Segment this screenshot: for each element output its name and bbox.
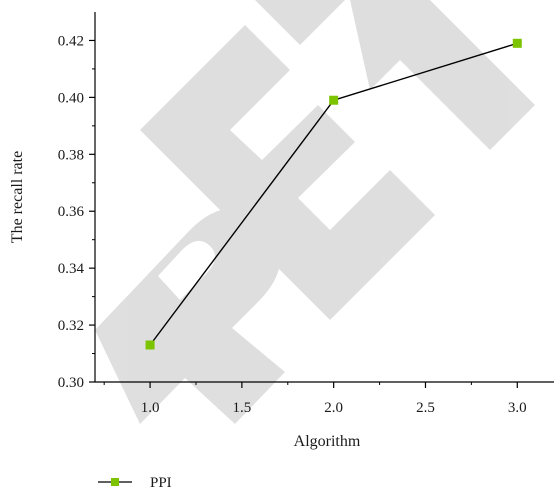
y-axis-title: The recall rate [9,151,26,243]
retracted-watermark [95,0,535,424]
legend-label-ppi: PPI [150,475,172,491]
y-tick-label: 0.32 [58,318,84,334]
y-tick-label: 0.42 [58,33,84,49]
x-axis-title: Algorithm [294,433,361,450]
y-ticks: 0.30 0.32 0.34 0.36 0.38 0.40 0.42 [58,33,95,391]
y-tick-label: 0.40 [58,90,84,106]
axes [94,12,554,383]
x-ticks: 1.0 1.5 2.0 2.5 3.0 [103,382,527,416]
y-tick-label: 0.34 [58,261,85,277]
series-layer [145,38,522,350]
y-tick-label: 0.30 [58,375,84,391]
legend: PPI [98,475,172,491]
x-tick-label: 2.0 [324,400,343,416]
x-tick-label: 1.0 [141,400,160,416]
data-point-marker [329,95,339,105]
y-tick-label: 0.36 [58,204,85,220]
data-point-marker [145,340,155,350]
y-tick-label: 0.38 [58,147,84,163]
data-point-marker [512,38,522,48]
x-tick-label: 2.5 [416,400,435,416]
legend-marker [111,478,119,486]
x-tick-label: 1.5 [233,400,252,416]
x-tick-label: 3.0 [508,400,527,416]
